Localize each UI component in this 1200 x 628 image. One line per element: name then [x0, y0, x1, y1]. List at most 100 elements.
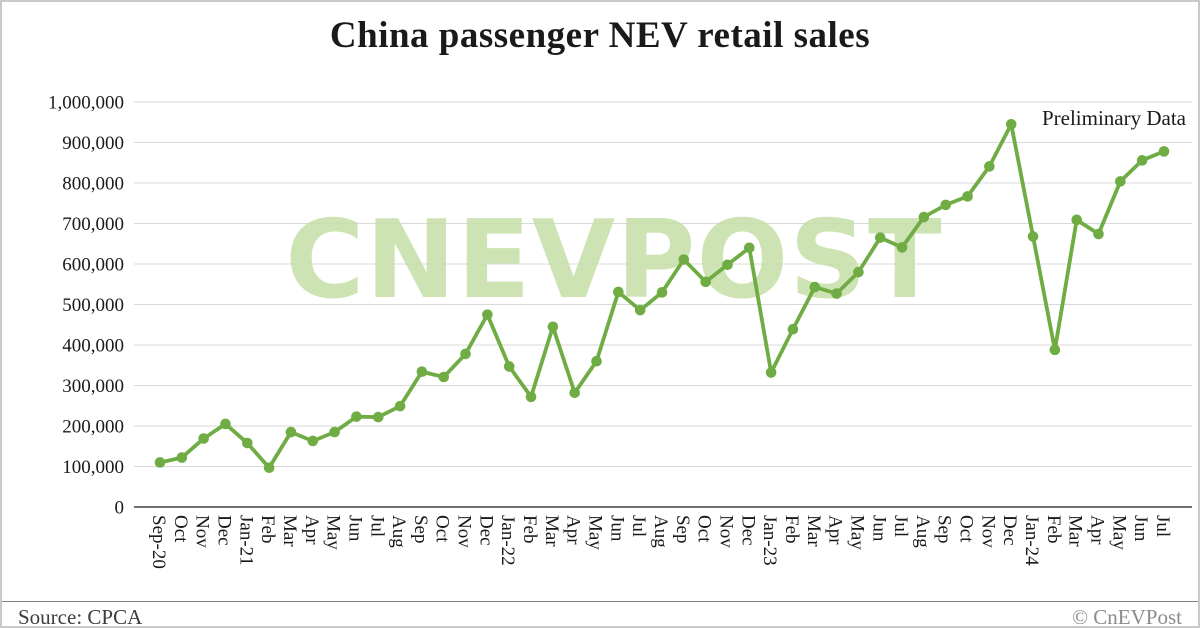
x-tick-label: Nov	[192, 515, 213, 548]
x-tick-label: Jul	[366, 515, 387, 537]
data-point-marker	[351, 411, 362, 422]
data-point-marker	[591, 355, 602, 367]
data-point-marker	[220, 418, 231, 430]
data-point-marker	[394, 400, 406, 412]
x-tick-label: Nov	[977, 515, 998, 548]
data-point-marker	[722, 259, 733, 271]
data-point-marker	[613, 286, 624, 298]
data-point-marker	[1049, 344, 1061, 356]
data-point-marker	[700, 276, 711, 288]
data-point-marker	[438, 371, 450, 383]
data-point-marker	[154, 457, 166, 468]
data-point-marker	[503, 361, 515, 372]
x-tick-label: Jan-22	[497, 515, 518, 566]
data-point-marker	[176, 452, 188, 463]
x-tick-label: Apr	[825, 515, 846, 545]
data-point-marker	[831, 288, 842, 299]
x-tick-label: Sep	[934, 515, 955, 544]
x-tick-label: Jun	[344, 515, 365, 542]
data-point-marker	[1093, 228, 1104, 240]
x-tick-label: Apr	[1087, 515, 1108, 545]
data-point-marker	[918, 211, 930, 223]
x-tick-label: Dec	[999, 515, 1020, 546]
data-point-marker	[656, 287, 668, 298]
x-tick-label: Dec	[475, 515, 496, 546]
x-tick-label: Jan-21	[235, 515, 256, 566]
y-tick-label: 700,000	[62, 214, 124, 235]
y-tick-label: 600,000	[62, 255, 124, 276]
data-point-marker	[1136, 155, 1148, 166]
data-point-marker	[416, 366, 428, 378]
data-point-marker	[765, 367, 777, 378]
data-point-marker	[263, 462, 275, 474]
data-point-marker	[285, 426, 297, 438]
y-tick-label: 100,000	[62, 457, 124, 478]
data-point-marker	[962, 191, 973, 202]
x-tick-label: Oct	[170, 515, 191, 543]
data-point-marker	[896, 242, 908, 253]
data-point-marker	[372, 411, 384, 423]
data-point-marker	[525, 391, 537, 403]
x-tick-label: Sep	[672, 515, 693, 544]
data-point-marker	[460, 348, 471, 360]
x-tick-label: May	[585, 515, 606, 550]
data-point-marker	[242, 437, 253, 449]
nev-retail-sales-chart: CNEVPOST0100,000200,000300,000400,000500…	[48, 93, 1192, 569]
x-tick-label: Feb	[781, 515, 802, 544]
x-tick-label: Sep	[410, 515, 431, 544]
x-tick-label: Nov	[715, 515, 736, 548]
data-point-marker	[1115, 176, 1126, 187]
x-tick-label: Mar	[541, 515, 562, 547]
x-tick-label: May	[846, 515, 867, 550]
data-point-marker	[744, 242, 755, 254]
x-tick-label: Jun	[606, 515, 627, 542]
x-tick-label: Dec	[213, 515, 234, 546]
data-point-marker	[547, 321, 559, 333]
data-point-marker	[984, 161, 995, 172]
y-tick-label: 900,000	[62, 133, 124, 154]
data-point-marker	[569, 387, 580, 399]
x-tick-label: Jan-23	[759, 515, 780, 566]
data-point-marker	[329, 426, 340, 438]
data-point-marker	[787, 323, 799, 335]
y-tick-label: 200,000	[62, 417, 124, 438]
data-point-marker	[809, 281, 821, 293]
y-tick-label: 800,000	[62, 174, 124, 195]
data-point-marker	[482, 309, 493, 320]
data-point-marker	[1071, 214, 1082, 226]
x-tick-label: Jun	[1130, 515, 1151, 542]
x-tick-label: Jul	[628, 515, 649, 537]
x-tick-label: Aug	[388, 515, 409, 548]
x-tick-label: Dec	[737, 515, 758, 546]
y-tick-label: 500,000	[62, 295, 124, 316]
data-point-marker	[634, 304, 646, 316]
data-point-marker	[678, 254, 690, 265]
x-tick-label: May	[323, 515, 344, 550]
source-label: Source: CPCA	[18, 605, 143, 628]
x-tick-label: Feb	[257, 515, 278, 544]
x-tick-label: Mar	[1065, 515, 1086, 547]
x-tick-label: Sep-20	[148, 515, 169, 569]
copyright-label: © CnEVPost	[1072, 605, 1182, 628]
x-tick-label: Jun	[868, 515, 889, 542]
x-tick-label: Apr	[301, 515, 322, 545]
data-point-marker	[940, 199, 952, 211]
y-tick-label: 400,000	[62, 336, 124, 357]
y-tick-label: 300,000	[62, 376, 124, 397]
x-tick-label: Nov	[454, 515, 475, 548]
footer-divider	[2, 601, 1198, 602]
data-point-marker	[1158, 146, 1170, 157]
x-tick-label: Feb	[519, 515, 540, 544]
data-point-marker	[307, 435, 319, 447]
x-tick-label: Oct	[432, 515, 453, 543]
x-tick-label: Jul	[890, 515, 911, 537]
x-tick-label: May	[1108, 515, 1129, 550]
y-tick-label: 1,000,000	[48, 93, 124, 114]
x-tick-label: Oct	[694, 515, 715, 543]
chart-title: China passenger NEV retail sales	[329, 15, 871, 56]
x-tick-label: Jul	[1152, 515, 1173, 537]
x-tick-label: Apr	[563, 515, 584, 545]
y-tick-label: 0	[115, 498, 125, 519]
x-tick-label: Mar	[803, 515, 824, 547]
